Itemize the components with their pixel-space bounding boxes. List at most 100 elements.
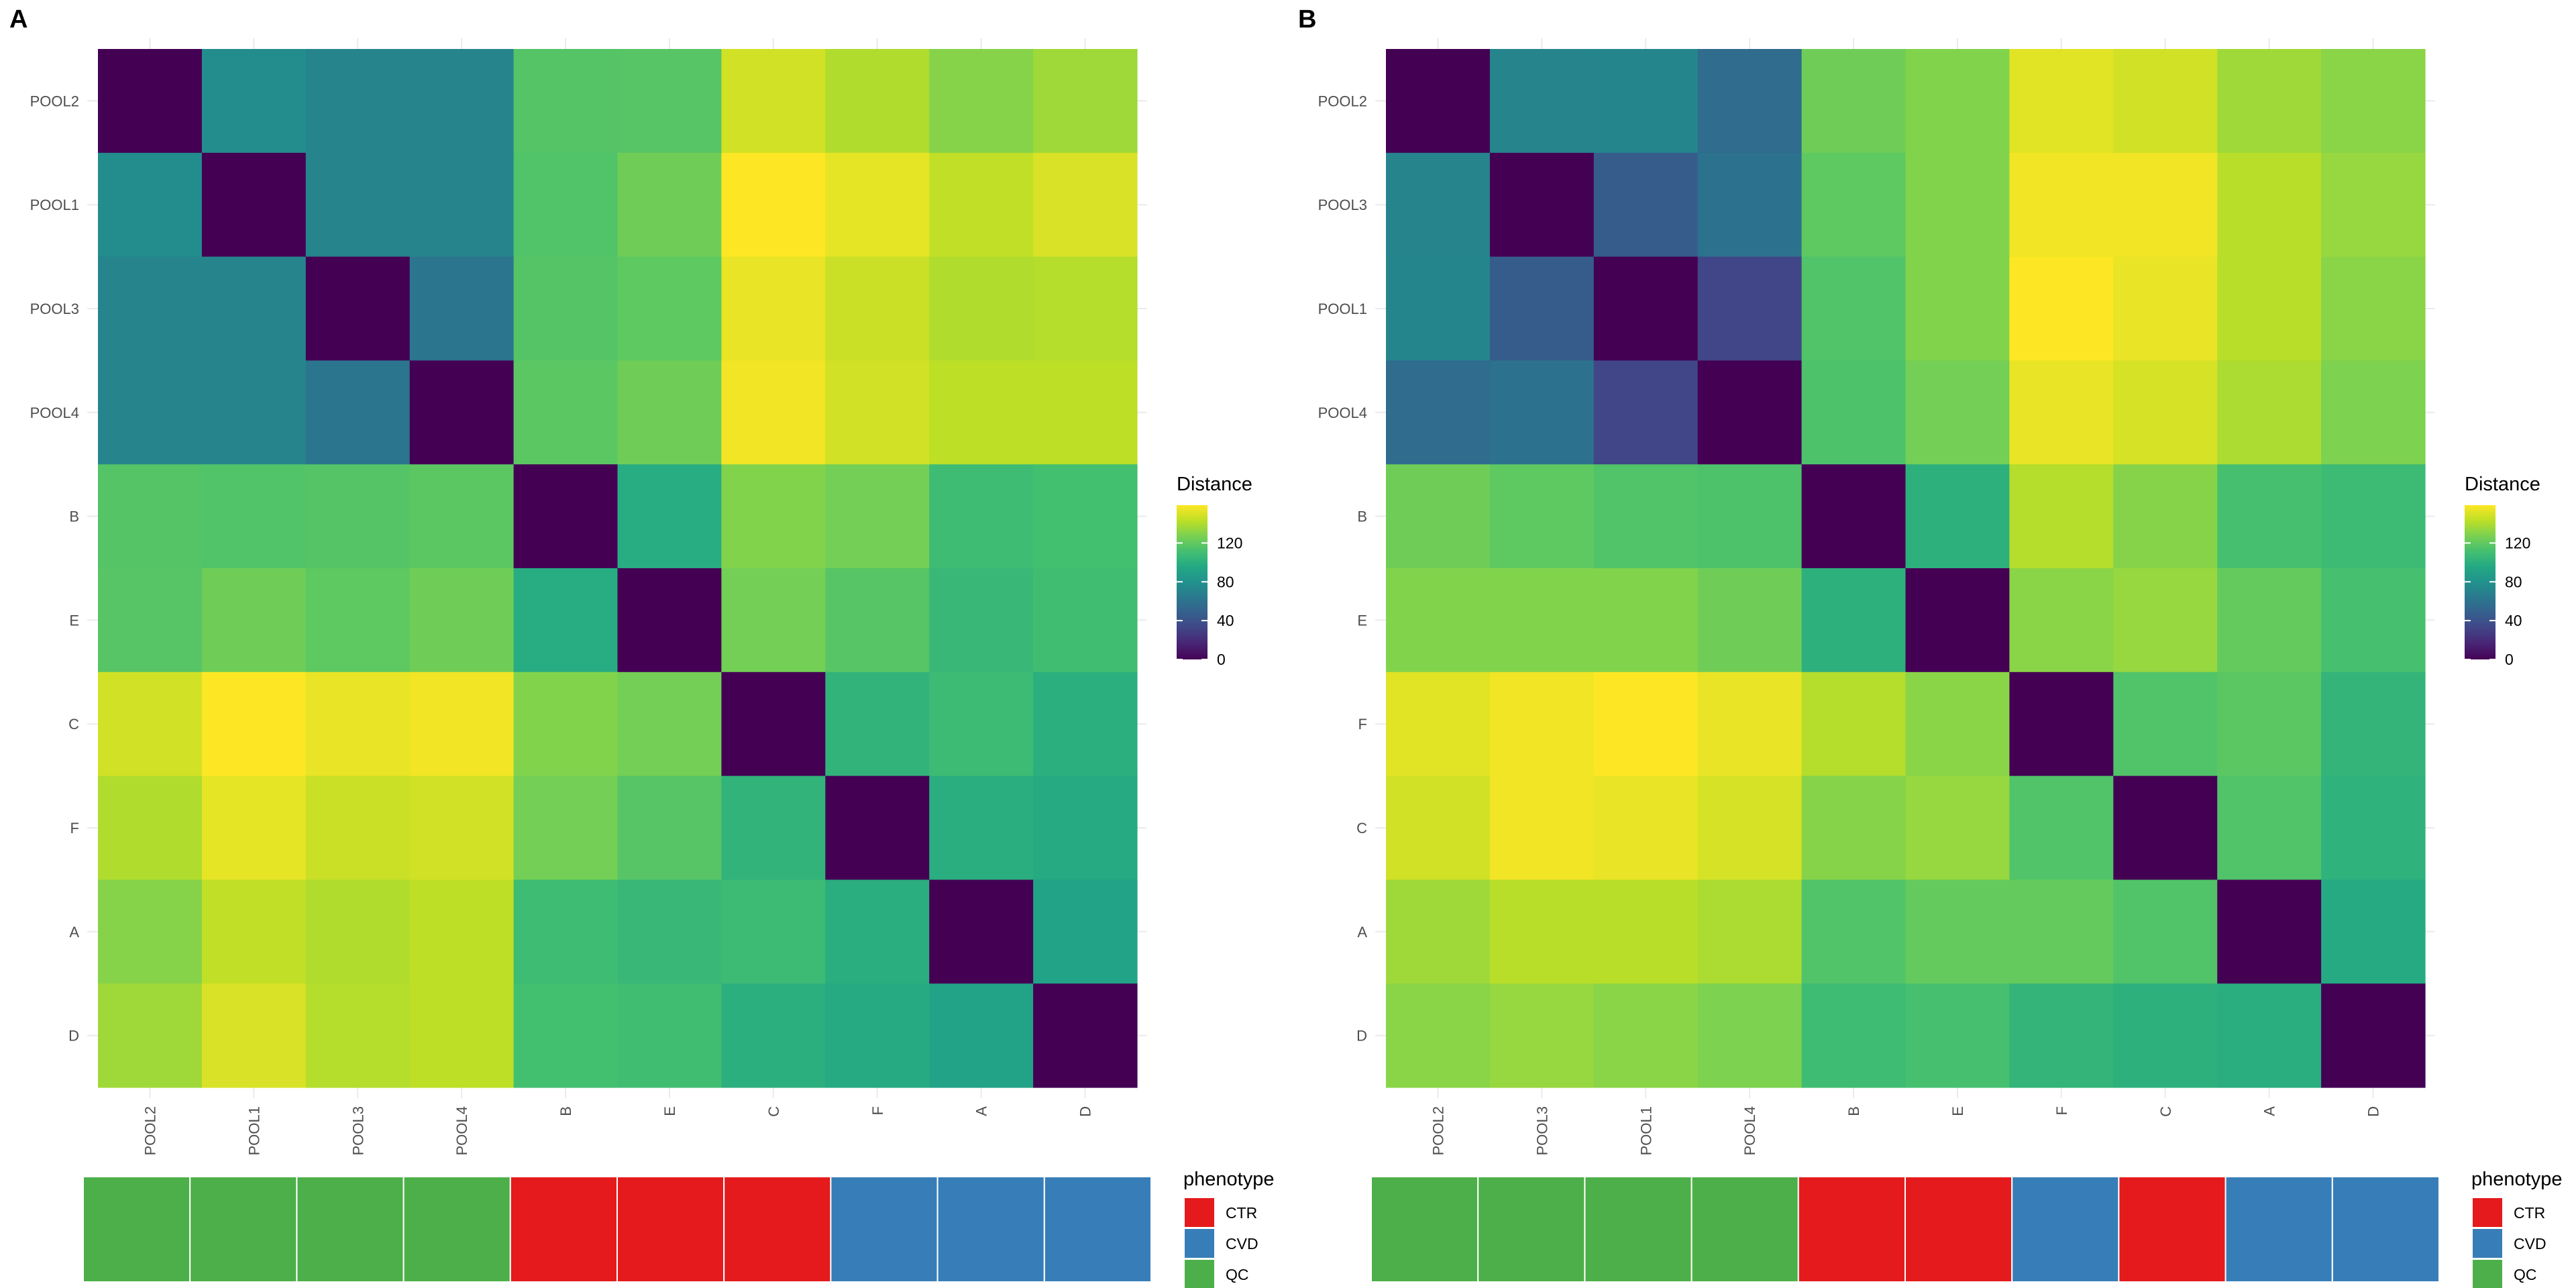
phenotype-annotation-bar xyxy=(1371,1176,2440,1283)
annotation-cell-QC xyxy=(1584,1176,1693,1283)
heatmap-cell-F-B xyxy=(513,775,619,880)
heatmap-cell-B-F xyxy=(825,464,930,569)
heatmap-cell-POOL2-POOL1 xyxy=(201,49,307,154)
heatmap-cell-E-E xyxy=(1905,568,2010,673)
annotation-cell-CTR xyxy=(616,1176,725,1283)
heatmap-cell-POOL2-F xyxy=(825,49,930,154)
heatmap-cell-D-F xyxy=(825,983,930,1088)
heatmap-cell-D-POOL2 xyxy=(98,983,203,1088)
heatmap-cell-POOL4-F xyxy=(2009,360,2114,465)
heatmap-cell-POOL2-POOL4 xyxy=(409,49,515,154)
y-axis-label: E xyxy=(69,612,79,629)
x-axis-label: POOL3 xyxy=(350,1106,366,1155)
y-axis-label: POOL1 xyxy=(1318,301,1367,317)
heatmap-cell-POOL3-F xyxy=(825,256,930,361)
heatmap-cell-POOL3-A xyxy=(929,256,1034,361)
heatmap-cell-POOL4-E xyxy=(617,360,722,465)
heatmap-cell-POOL3-POOL4 xyxy=(409,256,515,361)
heatmap-cell-A-A xyxy=(2217,879,2322,984)
heatmap-cell-F-D xyxy=(1033,775,1138,880)
heatmap-cell-F-E xyxy=(617,775,722,880)
x-axis-label: F xyxy=(869,1106,886,1115)
heatmap-cell-POOL3-POOL2 xyxy=(1386,152,1491,258)
colorbar-tick-label: 80 xyxy=(2505,573,2522,590)
heatmap-cell-POOL4-C xyxy=(721,360,826,465)
heatmap-cell-C-C xyxy=(2113,775,2218,880)
heatmap-cell-POOL1-POOL1 xyxy=(1593,256,1699,361)
y-axis-label: POOL4 xyxy=(1318,405,1367,421)
heatmap-cell-C-C xyxy=(721,672,826,777)
heatmap-cell-F-F xyxy=(825,775,930,880)
heatmap-cell-C-POOL1 xyxy=(1593,775,1699,880)
heatmap-cell-E-C xyxy=(2113,568,2218,673)
heatmap-cell-D-C xyxy=(721,983,826,1088)
heatmap-cell-POOL2-C xyxy=(721,49,826,154)
heatmap-cell-E-POOL4 xyxy=(409,568,515,673)
heatmap-cell-A-POOL3 xyxy=(305,879,411,984)
y-axis-label: E xyxy=(1357,612,1367,629)
annotation-cell-CTR xyxy=(1904,1176,2013,1283)
heatmap-cell-POOL1-E xyxy=(617,152,722,258)
heatmap-cell-C-F xyxy=(825,672,930,777)
heatmap-cell-E-D xyxy=(2321,568,2426,673)
heatmap-cell-POOL2-POOL2 xyxy=(1386,49,1491,154)
heatmap-cell-E-E xyxy=(617,568,722,673)
x-axis-label: F xyxy=(2053,1106,2070,1115)
heatmap-cell-C-A xyxy=(929,672,1034,777)
heatmap-cell-F-POOL4 xyxy=(1697,672,1803,777)
heatmap-cell-A-C xyxy=(2113,879,2218,984)
annotation-cell-QC xyxy=(296,1176,405,1283)
heatmap-cell-POOL2-POOL3 xyxy=(1489,49,1595,154)
heatmap-cell-E-POOL3 xyxy=(305,568,411,673)
heatmap-cell-C-F xyxy=(2009,775,2114,880)
heatmap-cell-E-POOL4 xyxy=(1697,568,1803,673)
annotation-cell-QC xyxy=(1477,1176,1586,1283)
heatmap-cell-B-A xyxy=(2217,464,2322,569)
heatmap-cell-C-A xyxy=(2217,775,2322,880)
heatmap-cell-F-A xyxy=(929,775,1034,880)
heatmap-cell-POOL3-POOL1 xyxy=(1593,152,1699,258)
phenotype-legend-label: CTR xyxy=(2514,1204,2545,1222)
heatmap-cell-POOL2-D xyxy=(2321,49,2426,154)
heatmap-cell-POOL1-POOL3 xyxy=(305,152,411,258)
heatmap-cell-POOL2-E xyxy=(1905,49,2010,154)
heatmap-cell-POOL3-POOL4 xyxy=(1697,152,1803,258)
annotation-cell-CVD xyxy=(936,1176,1045,1283)
heatmap-cell-POOL2-B xyxy=(513,49,619,154)
y-axis-label: D xyxy=(1356,1028,1367,1044)
x-axis-label: A xyxy=(2261,1106,2278,1116)
heatmap-cell-A-POOL1 xyxy=(1593,879,1699,984)
phenotype-legend-key-qc xyxy=(2473,1260,2502,1288)
heatmap-cell-D-B xyxy=(1801,983,1907,1088)
heatmap-cell-A-D xyxy=(1033,879,1138,984)
heatmap-cell-A-POOL2 xyxy=(98,879,203,984)
annotation-cell-QC xyxy=(402,1176,511,1283)
heatmap-cell-C-E xyxy=(617,672,722,777)
heatmap-cell-POOL4-A xyxy=(2217,360,2322,465)
heatmap-cell-E-F xyxy=(825,568,930,673)
x-axis-label: D xyxy=(1077,1106,1094,1117)
heatmap-cell-POOL3-POOL3 xyxy=(305,256,411,361)
x-axis-label: C xyxy=(2157,1106,2174,1117)
heatmap-cell-D-POOL3 xyxy=(1489,983,1595,1088)
phenotype-legend-title: phenotype xyxy=(2471,1169,2562,1190)
heatmap-cell-D-A xyxy=(929,983,1034,1088)
heatmap-cell-POOL1-C xyxy=(721,152,826,258)
heatmap-cell-POOL2-A xyxy=(2217,49,2322,154)
x-axis-label: POOL4 xyxy=(1741,1106,1758,1155)
heatmap-cell-E-POOL2 xyxy=(1386,568,1491,673)
heatmap-cell-F-F xyxy=(2009,672,2114,777)
heatmap-cell-POOL1-B xyxy=(513,152,619,258)
annotation-cell-CTR xyxy=(723,1176,832,1283)
colorbar-tick-label: 40 xyxy=(2505,612,2522,629)
heatmap-cell-POOL4-POOL2 xyxy=(98,360,203,465)
heatmap-cell-F-POOL3 xyxy=(1489,672,1595,777)
y-axis-label: D xyxy=(68,1028,79,1044)
x-axis-label: B xyxy=(557,1106,574,1116)
heatmap-cell-POOL3-E xyxy=(617,256,722,361)
x-axis-label: POOL4 xyxy=(453,1106,470,1155)
heatmap-cell-POOL4-POOL4 xyxy=(1697,360,1803,465)
heatmap-cell-POOL4-POOL2 xyxy=(1386,360,1491,465)
heatmap-cell-F-A xyxy=(2217,672,2322,777)
heatmap-cell-B-E xyxy=(617,464,722,569)
